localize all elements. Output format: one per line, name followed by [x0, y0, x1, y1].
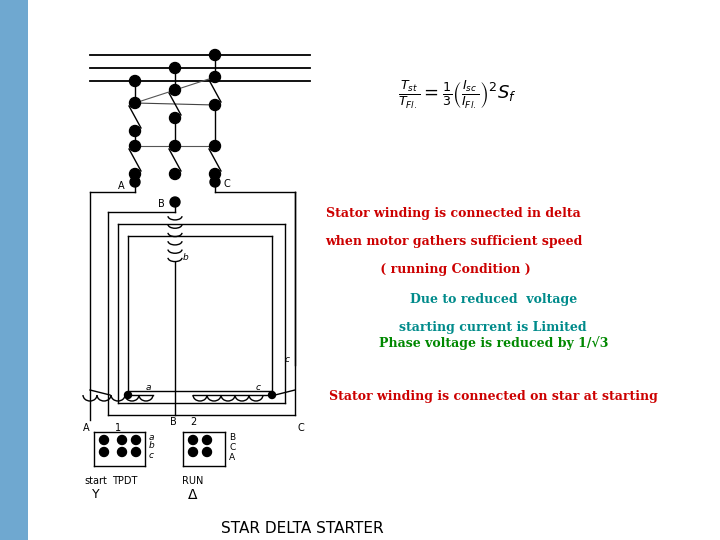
Circle shape: [210, 50, 220, 60]
Circle shape: [169, 168, 181, 179]
Circle shape: [269, 392, 276, 399]
Text: Due to reduced  voltage: Due to reduced voltage: [410, 293, 577, 306]
Text: 2: 2: [190, 417, 196, 427]
Circle shape: [169, 112, 181, 124]
Text: c: c: [256, 382, 261, 392]
Circle shape: [125, 392, 132, 399]
Circle shape: [169, 63, 181, 73]
Text: RUN: RUN: [182, 476, 204, 486]
Text: c: c: [149, 450, 154, 460]
Text: Y: Y: [92, 488, 100, 501]
Circle shape: [99, 448, 109, 456]
Text: 1: 1: [115, 423, 121, 433]
Text: C: C: [229, 442, 235, 451]
Circle shape: [117, 435, 127, 444]
Text: STAR DELTA STARTER: STAR DELTA STARTER: [221, 521, 384, 536]
Circle shape: [189, 435, 197, 444]
Text: start: start: [84, 476, 107, 486]
Circle shape: [202, 435, 212, 444]
Bar: [0, 0, 28, 540]
Circle shape: [117, 448, 127, 456]
Circle shape: [170, 197, 180, 207]
Text: A: A: [83, 423, 89, 433]
Text: Stator winding is connected in delta: Stator winding is connected in delta: [326, 207, 581, 220]
Circle shape: [99, 435, 109, 444]
Text: starting current is Limited: starting current is Limited: [400, 321, 587, 334]
Circle shape: [169, 140, 181, 152]
Circle shape: [130, 140, 140, 152]
Circle shape: [210, 140, 220, 152]
Circle shape: [130, 76, 140, 86]
Text: b: b: [149, 442, 155, 450]
Text: Stator winding is connected on star at starting: Stator winding is connected on star at s…: [329, 390, 657, 403]
Text: Phase voltage is reduced by 1/√3: Phase voltage is reduced by 1/√3: [379, 336, 608, 350]
Text: B: B: [170, 417, 176, 427]
Circle shape: [130, 125, 140, 137]
Circle shape: [169, 84, 181, 96]
Text: C: C: [224, 179, 230, 189]
Circle shape: [130, 98, 140, 109]
Text: a: a: [146, 382, 151, 392]
Text: TPDT: TPDT: [112, 476, 138, 486]
Text: b: b: [183, 253, 189, 261]
Circle shape: [202, 448, 212, 456]
Text: A: A: [229, 453, 235, 462]
Circle shape: [210, 99, 220, 111]
Text: B: B: [229, 433, 235, 442]
Circle shape: [189, 448, 197, 456]
Text: ( running Condition ): ( running Condition ): [377, 263, 531, 276]
Text: when motor gathers sufficient speed: when motor gathers sufficient speed: [325, 235, 582, 248]
Circle shape: [210, 71, 220, 83]
Circle shape: [132, 448, 140, 456]
Circle shape: [130, 168, 140, 179]
Text: c: c: [284, 355, 289, 364]
Circle shape: [130, 177, 140, 187]
Circle shape: [132, 435, 140, 444]
Text: a: a: [149, 433, 155, 442]
Text: A: A: [117, 181, 125, 191]
Circle shape: [210, 168, 220, 179]
Text: B: B: [158, 199, 164, 209]
Text: C: C: [297, 423, 305, 433]
Text: Δ: Δ: [188, 488, 198, 502]
Circle shape: [210, 177, 220, 187]
Text: $\frac{T_{st}}{T_{Fl.}} = \frac{1}{3} \left(\frac{I_{sc}}{I_{Fl.}}\right)^2 S_f$: $\frac{T_{st}}{T_{Fl.}} = \frac{1}{3} \l…: [398, 78, 516, 111]
